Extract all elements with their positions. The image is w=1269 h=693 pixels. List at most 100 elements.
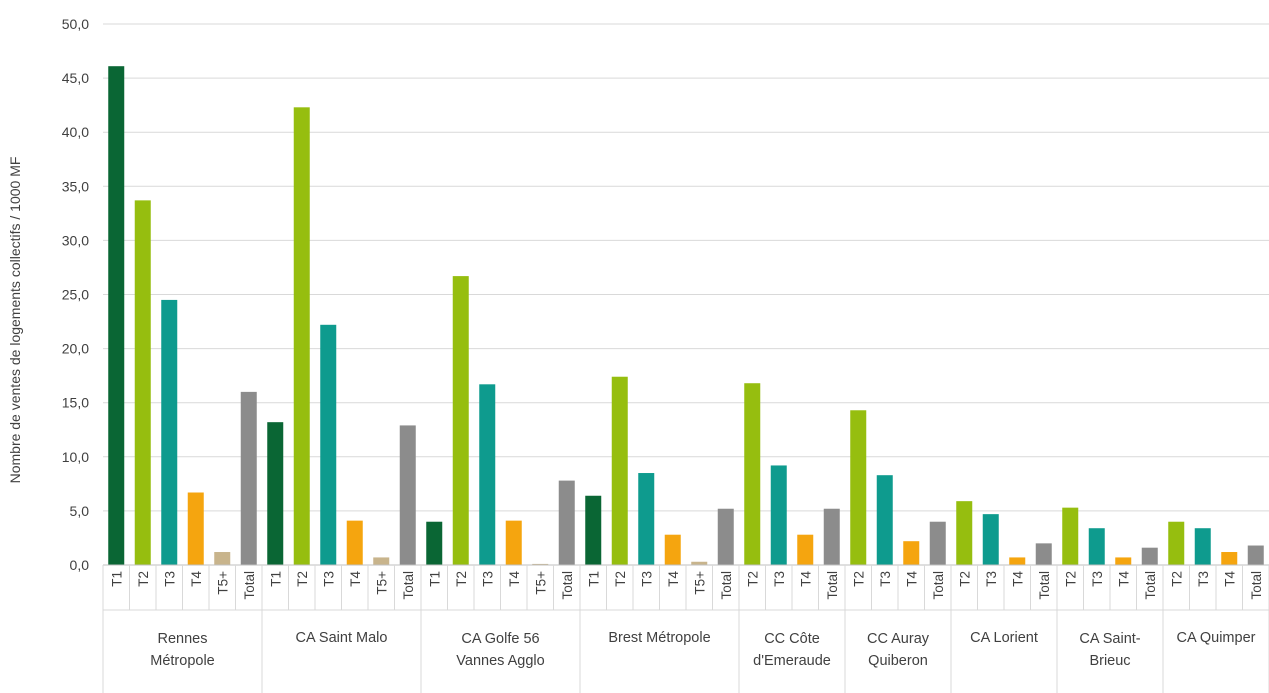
- x-group-label: Brest Métropole: [608, 630, 710, 646]
- x-group-label: Brieuc: [1089, 653, 1130, 669]
- bar: [823, 508, 840, 565]
- bar: [161, 299, 178, 565]
- x-tick-label: T4: [798, 571, 813, 587]
- y-axis-ticks: 0,0 5,0 10,0 15,0 20,0 25,0 30,0 35,0 40,0 45,0 50…: [62, 16, 89, 573]
- x-tick-label: T3: [162, 571, 177, 587]
- y-tick-label: 25,0: [62, 287, 89, 303]
- x-tick-label: T3: [480, 571, 495, 587]
- bar: [558, 480, 575, 565]
- bar: [1035, 543, 1052, 565]
- bar: [956, 501, 973, 565]
- bar: [1115, 557, 1132, 565]
- y-tick-label: 45,0: [62, 70, 89, 86]
- bar: [1194, 528, 1211, 565]
- bar: [373, 557, 390, 565]
- bar: [1141, 547, 1158, 565]
- y-tick-label: 10,0: [62, 449, 89, 465]
- x-tick-label: Total: [242, 571, 257, 600]
- x-tick-label: T4: [348, 571, 363, 587]
- x-group-label: CA Quimper: [1177, 630, 1256, 646]
- x-tick-label: T3: [639, 571, 654, 587]
- bar: [505, 520, 522, 565]
- x-tick-label: T4: [1010, 571, 1025, 587]
- x-tick-label: T1: [109, 571, 124, 587]
- bar: [797, 534, 814, 565]
- x-tick-label: T2: [295, 571, 310, 587]
- bar: [744, 383, 761, 565]
- x-tick-label: Total: [401, 571, 416, 600]
- x-category-labels: T1 T2 T3 T4 T5+ Total T1 T2 T3 T4 T5+ Total T1 T2 T3 T4…: [109, 565, 1264, 610]
- bar: [452, 276, 469, 565]
- x-group-label: CA Lorient: [970, 630, 1038, 646]
- x-group-label: CC Côte: [764, 631, 820, 647]
- y-tick-label: 30,0: [62, 232, 89, 248]
- x-tick-label: T2: [454, 571, 469, 587]
- x-tick-label: Total: [825, 571, 840, 600]
- x-group-label: CA Golfe 56: [461, 631, 539, 647]
- x-tick-label: T2: [1063, 571, 1078, 587]
- bar: [108, 66, 125, 565]
- x-tick-label: T4: [904, 571, 919, 587]
- y-axis-label: Nombre de ventes de logements collectifs…: [7, 157, 23, 484]
- bars: [103, 66, 1269, 566]
- x-tick-label: Total: [1143, 571, 1158, 600]
- y-tick-label: 15,0: [62, 395, 89, 411]
- x-tick-label: T3: [878, 571, 893, 587]
- bar: [1062, 507, 1079, 565]
- x-tick-label: Total: [1037, 571, 1052, 600]
- bar: [320, 324, 337, 565]
- bar: [585, 495, 602, 565]
- bar: [134, 200, 151, 565]
- x-tick-label: T3: [772, 571, 787, 587]
- bar: [850, 410, 867, 565]
- x-group-label: CA Saint-: [1079, 631, 1140, 647]
- x-tick-label: Total: [719, 571, 734, 600]
- x-tick-label: Total: [1249, 571, 1264, 600]
- x-group-label: Quiberon: [868, 653, 928, 669]
- x-tick-label: T5+: [533, 571, 548, 595]
- x-group-label: d'Emeraude: [753, 653, 831, 669]
- x-group-labels: Rennes Métropole CA Saint Malo CA Golfe 56 V…: [102, 565, 1269, 693]
- x-tick-label: T4: [666, 571, 681, 587]
- x-tick-label: T1: [268, 571, 283, 587]
- bar: [399, 425, 416, 565]
- bar: [1088, 528, 1105, 565]
- x-tick-label: Total: [931, 571, 946, 600]
- bar: [293, 107, 310, 566]
- bar: [717, 508, 734, 565]
- x-tick-label: T2: [745, 571, 760, 587]
- x-tick-label: T1: [427, 571, 442, 587]
- bar: [929, 521, 946, 565]
- x-tick-label: T2: [136, 571, 151, 587]
- x-tick-label: T5+: [692, 571, 707, 595]
- y-tick-label: 20,0: [62, 341, 89, 357]
- x-group-label: Vannes Agglo: [456, 653, 544, 669]
- x-tick-label: T5+: [215, 571, 230, 595]
- x-tick-label: T3: [321, 571, 336, 587]
- bar: [214, 552, 231, 565]
- bar: [691, 561, 708, 565]
- y-tick-label: 40,0: [62, 124, 89, 140]
- x-tick-label: T2: [851, 571, 866, 587]
- x-tick-label: T2: [957, 571, 972, 587]
- x-group-label: Métropole: [150, 653, 214, 669]
- x-tick-label: T1: [586, 571, 601, 587]
- x-tick-label: T4: [1222, 571, 1237, 587]
- x-tick-label: Total: [560, 571, 575, 600]
- bar: [1221, 552, 1238, 565]
- x-tick-label: T3: [1196, 571, 1211, 587]
- x-group-label: CC Auray: [867, 631, 930, 647]
- bar: [1168, 521, 1185, 565]
- x-tick-label: T2: [1169, 571, 1184, 587]
- bar: [770, 465, 787, 565]
- bar: [1009, 557, 1026, 565]
- bar: [240, 391, 257, 565]
- bar: [611, 376, 628, 565]
- bar: [876, 475, 893, 565]
- x-tick-label: T2: [613, 571, 628, 587]
- bar: [1247, 545, 1264, 565]
- y-tick-label: 35,0: [62, 178, 89, 194]
- bar: [903, 541, 920, 565]
- bar: [426, 521, 443, 565]
